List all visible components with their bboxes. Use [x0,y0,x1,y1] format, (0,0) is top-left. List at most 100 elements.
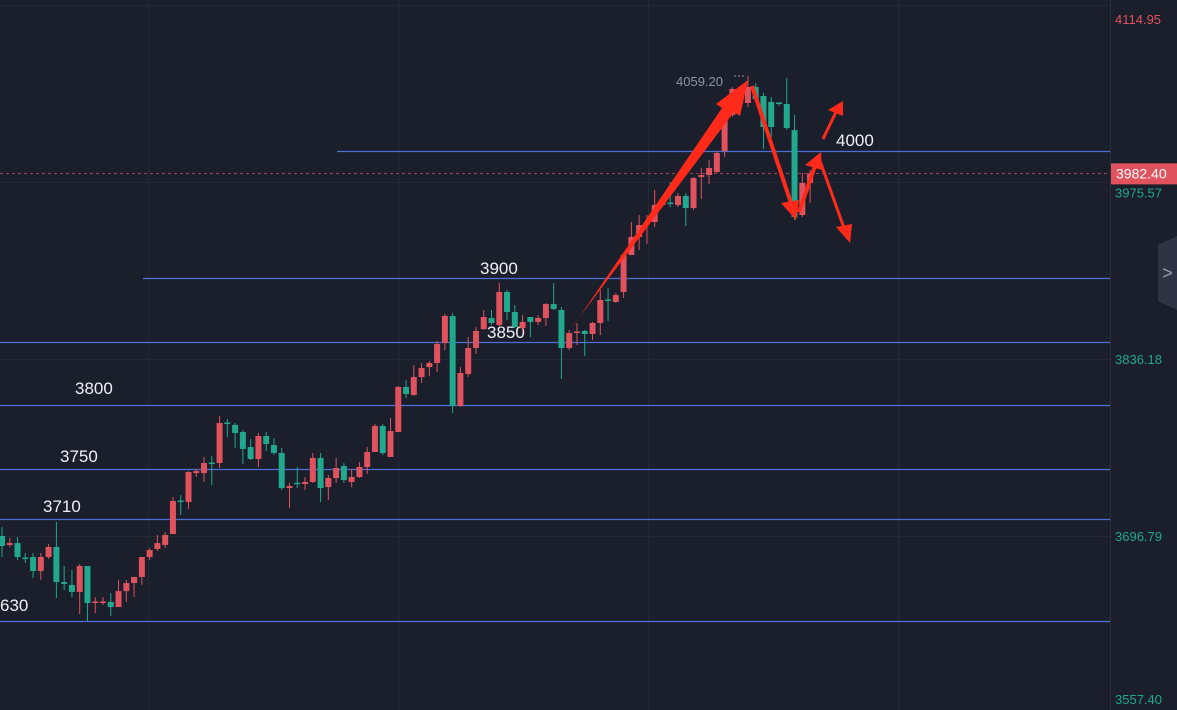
candle[interactable] [744,75,751,108]
candle[interactable] [356,462,363,479]
candle[interactable] [340,463,347,483]
candle[interactable] [84,566,91,622]
candle[interactable] [620,255,627,298]
candle[interactable] [208,456,215,486]
candle[interactable] [76,564,83,615]
arrow-down-4[interactable] [817,157,852,243]
candle[interactable] [302,477,309,490]
candle[interactable] [146,548,153,560]
candle[interactable] [504,289,511,321]
candle[interactable] [713,151,720,173]
candle[interactable] [92,597,99,614]
arrow-up-trend[interactable] [572,80,748,327]
candle[interactable] [0,527,5,558]
candle[interactable] [403,379,410,399]
candle[interactable] [247,439,254,460]
candle[interactable] [68,569,75,598]
candle[interactable] [107,592,114,616]
candle[interactable] [177,495,184,515]
candle[interactable] [53,521,60,599]
candle[interactable] [573,322,580,346]
candle[interactable] [441,313,448,351]
candle[interactable] [201,456,208,482]
candle[interactable] [317,453,324,503]
candle[interactable] [472,327,479,354]
candle-body [364,451,371,467]
candle[interactable] [496,282,503,328]
candle[interactable] [6,537,13,547]
candle[interactable] [162,532,169,549]
candle[interactable] [566,329,573,351]
candle[interactable] [597,289,604,336]
arrow-down-1[interactable] [750,85,799,220]
candle[interactable] [309,453,316,483]
candle[interactable] [294,466,301,489]
candle[interactable] [138,557,145,585]
candle[interactable] [426,361,433,377]
candle[interactable] [457,367,464,408]
candle[interactable] [115,580,122,608]
candle[interactable] [395,385,402,433]
candle[interactable] [325,474,332,500]
candle[interactable] [22,552,29,563]
candle[interactable] [270,438,277,456]
candle[interactable] [674,193,681,208]
candle[interactable] [37,552,44,581]
price-axis[interactable]: 4114.95 3975.57 3836.18 3696.79 3557.40 3982.… [1111,12,1177,707]
candle[interactable] [542,303,549,327]
candle[interactable] [511,305,518,329]
candle[interactable] [605,288,612,322]
candle[interactable] [783,77,790,131]
candle[interactable] [216,416,223,468]
candle[interactable] [100,597,107,606]
candle[interactable] [682,193,689,227]
candle[interactable] [480,310,487,330]
candle[interactable] [535,314,542,325]
candle[interactable] [387,417,394,457]
candle[interactable] [232,423,239,449]
candle[interactable] [255,432,262,467]
candle[interactable] [418,362,425,384]
candle[interactable] [131,576,138,598]
candle[interactable] [612,292,619,304]
candle[interactable] [278,448,285,490]
candle[interactable] [488,310,495,325]
candle[interactable] [30,552,37,578]
candle[interactable] [45,544,52,559]
candle[interactable] [581,329,588,356]
candle[interactable] [589,321,596,340]
candle[interactable] [465,337,472,378]
side-panel-toggle[interactable]: > [1158,236,1177,310]
candle[interactable] [527,316,534,338]
candle[interactable] [364,447,371,474]
candle[interactable] [434,340,441,372]
candle[interactable] [14,536,21,560]
candle[interactable] [224,418,231,438]
candle[interactable] [263,432,270,451]
candle[interactable] [379,424,386,456]
candle[interactable] [169,496,176,535]
candle[interactable] [550,282,557,311]
candle[interactable] [123,580,130,602]
candle[interactable] [348,469,355,488]
candle[interactable] [410,364,417,396]
candle[interactable] [154,535,161,552]
candle[interactable] [776,101,782,107]
candle[interactable] [61,566,68,591]
candle[interactable] [333,457,340,483]
candle[interactable] [239,430,246,465]
candle[interactable] [706,160,713,185]
candle[interactable] [690,177,697,211]
arrow-up-3[interactable] [821,101,843,140]
candle[interactable] [558,306,565,379]
candle[interactable] [698,168,705,200]
arrow-up-2[interactable] [797,152,822,213]
candle[interactable] [193,469,200,478]
candle[interactable] [286,482,293,509]
candle[interactable] [519,314,526,333]
candle[interactable] [185,471,192,510]
candle[interactable] [768,97,775,138]
candle[interactable] [371,424,378,452]
candle[interactable] [449,312,456,414]
